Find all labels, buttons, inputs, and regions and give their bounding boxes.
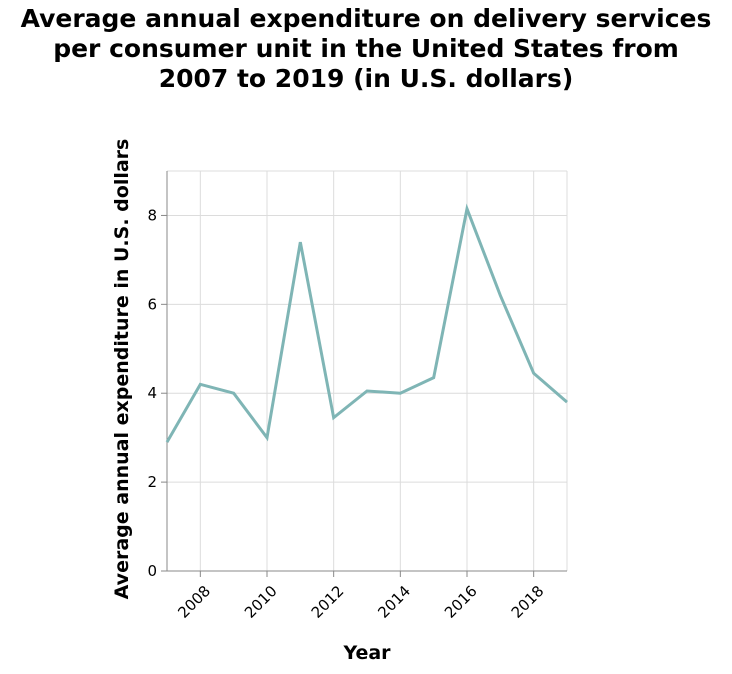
title-line: per consumer unit in the United States f…: [53, 34, 679, 63]
y-tick-label: 0: [147, 562, 157, 580]
y-tick-label: 4: [147, 384, 157, 402]
series: [165, 203, 568, 443]
y-tick-label: 8: [147, 206, 157, 224]
y-axis-title: Average annual expenditure in U.S. dolla…: [111, 139, 133, 600]
x-tick-label: 2018: [508, 582, 548, 622]
grid: [167, 170, 568, 572]
title-line: 2007 to 2019 (in U.S. dollars): [158, 64, 574, 93]
x-tick-label: 2010: [241, 582, 281, 622]
x-tick-label: 2012: [308, 582, 348, 622]
x-tick-label: 2014: [374, 582, 414, 622]
x-axis-title: Year: [342, 642, 391, 664]
y-tick-label: 6: [147, 295, 157, 313]
series-line: [165, 203, 568, 443]
chart-title: Average annual expenditure on delivery s…: [0, 4, 732, 94]
y-tick-label: 2: [147, 473, 157, 491]
x-tick-label: 2016: [441, 582, 481, 622]
tick-labels: 0 2 4 6 8 2008 2010 2012 2014 2016 2018: [147, 206, 547, 621]
x-tick-label: 2008: [174, 582, 214, 622]
axes: [161, 171, 567, 577]
title-line: Average annual expenditure on delivery s…: [20, 4, 712, 33]
